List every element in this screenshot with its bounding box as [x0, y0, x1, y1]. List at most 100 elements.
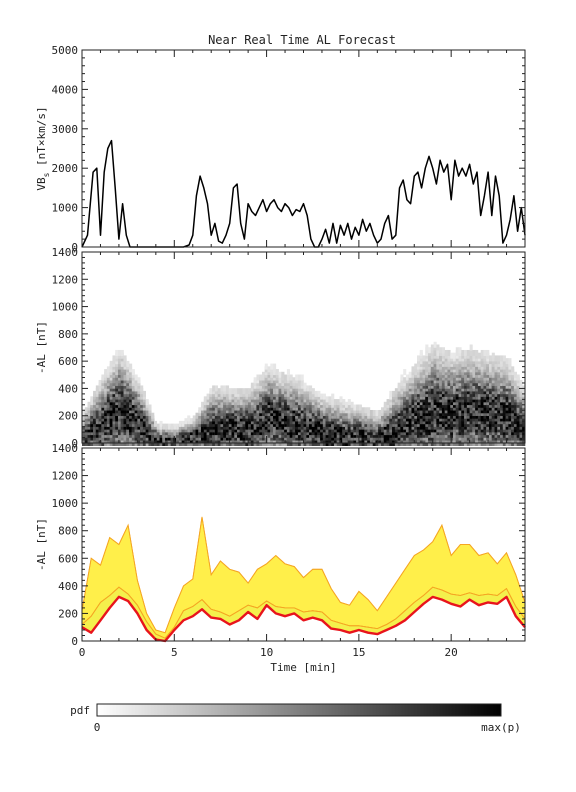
pdf-cell	[458, 347, 462, 354]
pdf-cell	[375, 409, 379, 416]
colorbar-min-label: 0	[94, 721, 101, 734]
pdf-cell	[173, 423, 177, 430]
pdf-cell	[151, 412, 155, 419]
pdf-cell	[250, 382, 254, 389]
pdf-cell	[311, 388, 315, 395]
pdf-cell	[497, 355, 501, 362]
pdf-cell	[502, 355, 506, 362]
pdf-cell	[170, 423, 174, 430]
pdf-cell	[231, 388, 235, 395]
pdf-cell	[491, 352, 495, 359]
pdf-cell	[84, 407, 88, 414]
pdf-cell	[469, 349, 473, 356]
pdf-cell	[248, 388, 252, 395]
pdf-cell	[273, 369, 277, 376]
pdf-cell	[411, 366, 415, 373]
pdf-cell	[378, 409, 382, 416]
pdf-cell	[90, 396, 94, 403]
y-tick-label: 3000	[52, 123, 79, 136]
pdf-cell	[436, 344, 440, 351]
pdf-cell	[403, 377, 407, 384]
pdf-cell	[198, 407, 202, 414]
pdf-cell	[220, 385, 224, 392]
pdf-cell	[162, 423, 166, 430]
pdf-cell	[228, 388, 232, 395]
y-tick-label: 800	[58, 328, 78, 341]
pdf-cell	[87, 401, 91, 408]
pdf-cell	[464, 349, 468, 356]
pdf-cell	[93, 390, 97, 397]
pdf-cell	[425, 344, 429, 351]
pdf-cell	[167, 423, 171, 430]
y-tick-label: 1000	[52, 301, 79, 314]
pdf-cell	[165, 423, 169, 430]
pdf-cell	[237, 388, 241, 395]
pdf-cell	[358, 404, 362, 411]
pdf-cell	[239, 388, 243, 395]
pdf-cell	[500, 355, 504, 362]
pdf-cell	[303, 382, 307, 389]
y-tick-label: 400	[58, 382, 78, 395]
pdf-cell	[466, 349, 470, 356]
pdf-cell	[223, 385, 227, 392]
pdf-cell	[345, 401, 349, 408]
x-tick-label: 10	[260, 646, 273, 659]
pdf-cell	[112, 355, 116, 362]
pdf-cell	[309, 385, 313, 392]
y-tick-label: 4000	[52, 83, 79, 96]
pdf-cell	[394, 388, 398, 395]
x-tick-label: 15	[352, 646, 365, 659]
pdf-cell	[286, 374, 290, 381]
pdf-cell	[405, 374, 410, 381]
pdf-cell	[486, 349, 490, 356]
pdf-cell	[134, 374, 138, 381]
pdf-cell	[159, 420, 163, 427]
pdf-cell	[477, 352, 481, 359]
pdf-cell	[356, 404, 360, 411]
pdf-cell	[367, 407, 371, 414]
pdf-cell	[414, 363, 418, 370]
pdf-cell	[494, 355, 498, 362]
y-axis-label: -AL [nT]	[35, 518, 48, 571]
pdf-cell	[253, 377, 257, 384]
pdf-cell	[214, 385, 218, 392]
pdf-cell	[322, 393, 326, 400]
pdf-cell	[137, 377, 141, 384]
pdf-cell	[422, 355, 426, 362]
pdf-cell	[178, 420, 182, 427]
pdf-cell	[261, 371, 266, 378]
y-tick-label: 200	[58, 607, 78, 620]
pdf-cell	[331, 399, 335, 406]
pdf-cell	[333, 399, 338, 406]
pdf-cell	[472, 349, 476, 356]
pdf-cell	[461, 349, 465, 356]
pdf-cell	[511, 366, 515, 373]
pdf-cell	[441, 347, 446, 354]
pdf-cell	[353, 404, 357, 411]
pdf-cell	[292, 377, 296, 384]
al-pdf-panel: 0 200 400 600 800 1000 1200 1400 -AL [nT]	[35, 246, 526, 450]
y-tick-label: 1400	[52, 442, 79, 455]
pdf-cell	[331, 393, 335, 400]
figure-title: Near Real Time AL Forecast	[208, 33, 396, 47]
pdf-cell	[176, 423, 180, 430]
pdf-cell	[419, 349, 423, 356]
pdf-cell	[381, 407, 385, 414]
colorbar-max-label: max(p)	[481, 721, 521, 734]
pdf-cell	[104, 369, 108, 376]
pdf-cell	[264, 363, 268, 370]
plot-frame	[81, 49, 526, 248]
pdf-cell	[428, 347, 432, 354]
pdf-cell	[369, 409, 374, 416]
pdf-cell	[212, 385, 216, 392]
y-tick-label: 200	[58, 410, 78, 423]
pdf-cell	[192, 415, 196, 422]
pdf-cell	[129, 363, 133, 370]
pdf-cell	[201, 401, 205, 408]
pdf-cell	[209, 388, 213, 395]
pdf-cell	[181, 420, 185, 427]
pdf-cell	[117, 349, 122, 356]
pdf-cell	[195, 412, 199, 419]
pdf-cell	[184, 418, 188, 425]
y-tick-label: 1200	[52, 273, 79, 286]
